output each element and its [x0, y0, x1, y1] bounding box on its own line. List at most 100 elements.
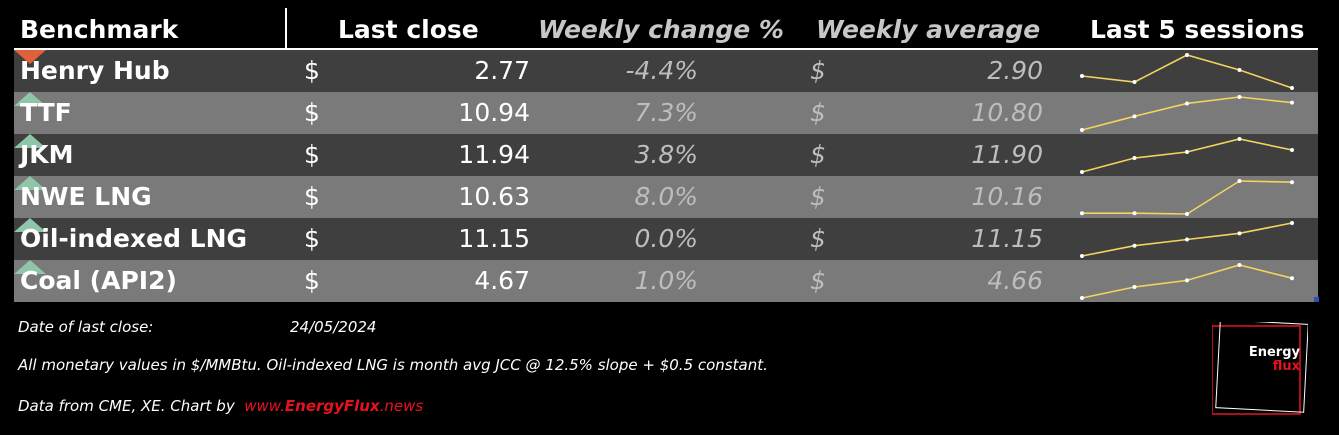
sparkline-point: [1132, 114, 1137, 119]
avg-currency-symbol: $: [810, 224, 826, 253]
table-row: Coal (API2) $4.67 1.0% $4.66: [14, 260, 1318, 302]
weekly-change-value: 8.0%: [634, 182, 698, 211]
arrow-up-icon: [14, 176, 46, 190]
sparkline-chart: [1080, 221, 1294, 258]
energyflux-link[interactable]: www.EnergyFlux.news: [239, 397, 423, 415]
sparkline-line: [1081, 138, 1293, 173]
sparkline-point: [1080, 211, 1084, 216]
arrow-up-icon: [14, 134, 46, 148]
table-row: TTF $10.94 7.3% $10.80: [14, 92, 1318, 134]
sparkline-point: [1185, 237, 1189, 242]
currency-symbol: $: [304, 182, 320, 211]
header-divider: [14, 48, 1318, 50]
sparkline-chart: [1080, 137, 1294, 174]
weekly-change-value: 3.8%: [634, 140, 698, 169]
sparkline-point: [1185, 101, 1189, 106]
weekly-average-value: 10.80: [971, 98, 1043, 127]
arrow-down-icon: [14, 50, 46, 64]
logo-line-2: flux: [1272, 359, 1300, 374]
table-row: Henry Hub $2.77 -4.4% $2.90: [14, 50, 1318, 92]
sparkline-point: [1185, 150, 1189, 154]
header-last-close: Last close: [338, 15, 479, 44]
sparkline-point: [1290, 276, 1294, 281]
sparkline-point: [1290, 180, 1294, 185]
source-prefix: Data from CME, XE. Chart by: [18, 397, 235, 415]
sparkline-point: [1185, 53, 1189, 57]
header-weekly-average: Weekly average: [816, 15, 1041, 44]
date-label: Date of last close:: [18, 318, 154, 336]
avg-currency-symbol: $: [810, 140, 826, 169]
avg-currency-symbol: $: [810, 98, 826, 127]
sparkline-point: [1290, 221, 1294, 225]
avg-currency-symbol: $: [810, 182, 826, 211]
weekly-change-value: -4.4%: [625, 56, 698, 85]
benchmark-name: Coal (API2): [20, 266, 177, 295]
logo-line-1: Energy: [1248, 345, 1300, 360]
benchmark-name: TTF: [20, 98, 72, 127]
sparkline-point: [1237, 137, 1242, 141]
last-close-value: 4.67: [474, 266, 530, 295]
header-benchmark: Benchmark: [20, 15, 179, 44]
sparkline-point: [1237, 231, 1242, 236]
sparkline-point: [1237, 68, 1242, 72]
arrow-up-icon: [14, 218, 46, 232]
sparkline-point: [1132, 285, 1137, 289]
date-value: 24/05/2024: [290, 318, 377, 336]
sparkline-point: [1290, 100, 1294, 105]
table-row: JKM $11.94 3.8% $11.90: [14, 134, 1318, 176]
currency-symbol: $: [304, 140, 320, 169]
header-weekly-change: Weekly change %: [538, 15, 784, 44]
header-last-sessions: Last 5 sessions: [1090, 15, 1305, 44]
sparkline-chart: [1080, 179, 1294, 216]
sparkline-point: [1185, 278, 1189, 283]
table-row: NWE LNG $10.63 8.0% $10.16: [14, 176, 1318, 218]
benchmark-name: JKM: [20, 140, 74, 169]
sparkline-point: [1237, 95, 1242, 99]
benchmark-name: Oil-indexed LNG: [20, 224, 248, 253]
weekly-average-value: 2.90: [987, 56, 1043, 85]
avg-currency-symbol: $: [810, 56, 826, 85]
sparkline-point: [1290, 86, 1294, 90]
sparkline-point: [1290, 148, 1294, 152]
benchmark-name: Henry Hub: [20, 56, 170, 85]
last-close-value: 10.63: [458, 182, 530, 211]
last-close-value: 11.94: [458, 140, 530, 169]
currency-symbol: $: [304, 98, 320, 127]
sparkline-point: [1237, 263, 1242, 267]
sparkline-point: [1132, 243, 1137, 248]
benchmark-name: NWE LNG: [20, 182, 152, 211]
currency-symbol: $: [304, 56, 320, 85]
weekly-change-value: 7.3%: [634, 98, 698, 127]
weekly-average-value: 10.16: [971, 182, 1043, 211]
sparkline-point: [1080, 128, 1084, 132]
sparkline-point: [1132, 211, 1137, 216]
corner-marker: [1314, 297, 1319, 302]
table-row: Oil-indexed LNG $11.15 0.0% $11.15: [14, 218, 1318, 260]
sparkline-chart: [1080, 263, 1294, 300]
energyflux-logo: [1212, 322, 1308, 415]
sparkline-point: [1185, 212, 1189, 216]
currency-symbol: $: [304, 224, 320, 253]
link-part-a: www.: [244, 397, 285, 415]
sparkline-line: [1082, 180, 1293, 215]
weekly-change-value: 1.0%: [634, 266, 698, 295]
sparkline-point: [1132, 80, 1137, 84]
weekly-average-value: 11.15: [971, 224, 1043, 253]
weekly-change-value: 0.0%: [634, 224, 698, 253]
sparkline-point: [1080, 254, 1084, 258]
currency-symbol: $: [304, 266, 320, 295]
units-note: All monetary values in $/MMBtu. Oil-inde…: [18, 356, 768, 374]
sparkline-point: [1132, 156, 1137, 160]
sparkline-line: [1081, 54, 1293, 89]
sparkline-point: [1080, 296, 1084, 300]
last-close-value: 11.15: [458, 224, 530, 253]
sparkline-point: [1080, 170, 1084, 174]
sparkline-point: [1080, 74, 1084, 78]
sparkline-point: [1237, 179, 1242, 183]
weekly-average-value: 4.66: [987, 266, 1043, 295]
last-close-value: 10.94: [458, 98, 530, 127]
sparkline-chart: [1080, 53, 1294, 90]
sparkline-chart: [1080, 95, 1294, 132]
link-part-b: EnergyFlux: [284, 397, 380, 415]
logo-wordmark: Energy flux: [1238, 346, 1300, 374]
